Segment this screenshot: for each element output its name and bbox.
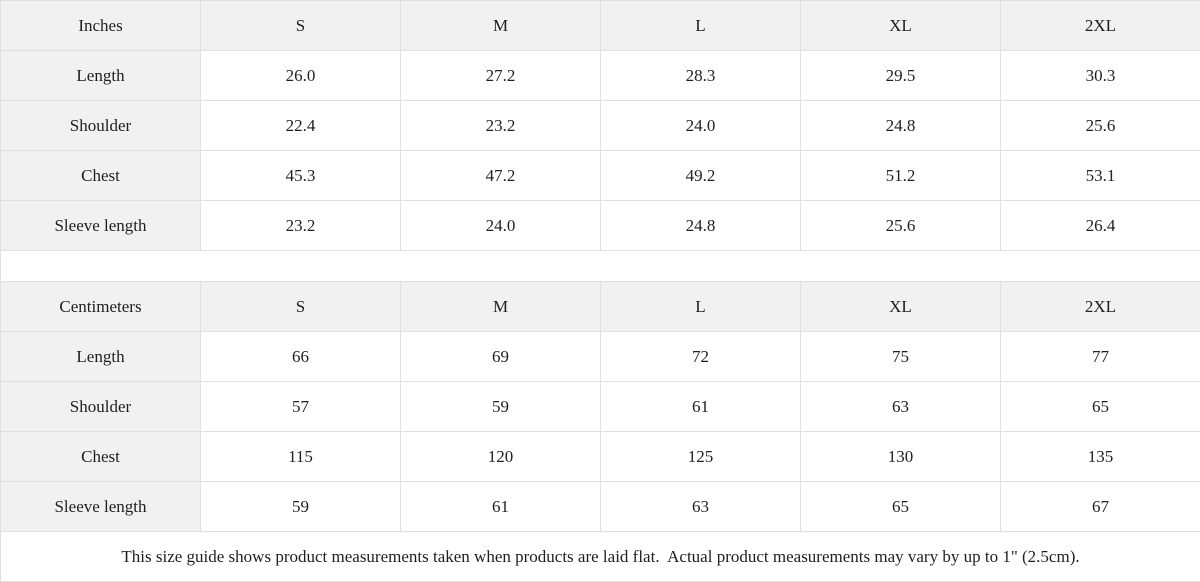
measurement-row: Sleeve length 59 61 63 65 67 (1, 482, 1200, 532)
value-cell: 47.2 (401, 151, 601, 201)
size-header-cell: L (601, 282, 801, 332)
value-cell: 27.2 (401, 51, 601, 101)
size-header-cell: S (201, 282, 401, 332)
value-cell: 61 (401, 482, 601, 532)
size-header-cell: 2XL (1001, 282, 1200, 332)
measurement-row: Length 26.0 27.2 28.3 29.5 30.3 (1, 51, 1200, 101)
value-cell: 53.1 (1001, 151, 1200, 201)
value-cell: 22.4 (201, 101, 401, 151)
value-cell: 77 (1001, 332, 1200, 382)
value-cell: 25.6 (1001, 101, 1200, 151)
measurement-row: Sleeve length 23.2 24.0 24.8 25.6 26.4 (1, 201, 1200, 251)
row-label-cell: Shoulder (1, 101, 201, 151)
value-cell: 29.5 (801, 51, 1001, 101)
value-cell: 23.2 (201, 201, 401, 251)
value-cell: 57 (201, 382, 401, 432)
row-label-cell: Sleeve length (1, 482, 201, 532)
inches-header-row: Inches S M L XL 2XL (1, 1, 1200, 51)
size-header-cell: XL (801, 1, 1001, 51)
measurement-row: Length 66 69 72 75 77 (1, 332, 1200, 382)
size-header-cell: S (201, 1, 401, 51)
spacer-cell (1, 251, 1200, 282)
spacer-row (1, 251, 1200, 282)
footer-row: This size guide shows product measuremen… (1, 532, 1200, 582)
value-cell: 25.6 (801, 201, 1001, 251)
value-cell: 49.2 (601, 151, 801, 201)
value-cell: 51.2 (801, 151, 1001, 201)
value-cell: 63 (801, 382, 1001, 432)
measurement-row: Shoulder 22.4 23.2 24.0 24.8 25.6 (1, 101, 1200, 151)
value-cell: 72 (601, 332, 801, 382)
measurement-row: Chest 115 120 125 130 135 (1, 432, 1200, 482)
value-cell: 24.8 (601, 201, 801, 251)
row-label-cell: Shoulder (1, 382, 201, 432)
value-cell: 26.0 (201, 51, 401, 101)
value-cell: 66 (201, 332, 401, 382)
centimeters-header-row: Centimeters S M L XL 2XL (1, 282, 1200, 332)
row-label-cell: Sleeve length (1, 201, 201, 251)
value-cell: 69 (401, 332, 601, 382)
measurement-row: Chest 45.3 47.2 49.2 51.2 53.1 (1, 151, 1200, 201)
value-cell: 26.4 (1001, 201, 1200, 251)
value-cell: 28.3 (601, 51, 801, 101)
value-cell: 59 (401, 382, 601, 432)
value-cell: 75 (801, 332, 1001, 382)
value-cell: 135 (1001, 432, 1200, 482)
size-header-cell: L (601, 1, 801, 51)
value-cell: 59 (201, 482, 401, 532)
value-cell: 24.0 (601, 101, 801, 151)
measurement-row: Shoulder 57 59 61 63 65 (1, 382, 1200, 432)
value-cell: 115 (201, 432, 401, 482)
value-cell: 61 (601, 382, 801, 432)
footer-note: This size guide shows product measuremen… (1, 532, 1200, 582)
value-cell: 120 (401, 432, 601, 482)
value-cell: 23.2 (401, 101, 601, 151)
unit-label-cell: Centimeters (1, 282, 201, 332)
size-header-cell: M (401, 282, 601, 332)
value-cell: 45.3 (201, 151, 401, 201)
row-label-cell: Chest (1, 151, 201, 201)
value-cell: 65 (801, 482, 1001, 532)
size-header-cell: XL (801, 282, 1001, 332)
row-label-cell: Chest (1, 432, 201, 482)
value-cell: 67 (1001, 482, 1200, 532)
size-header-cell: 2XL (1001, 1, 1200, 51)
size-header-cell: M (401, 1, 601, 51)
unit-label-cell: Inches (1, 1, 201, 51)
value-cell: 30.3 (1001, 51, 1200, 101)
value-cell: 63 (601, 482, 801, 532)
value-cell: 130 (801, 432, 1001, 482)
row-label-cell: Length (1, 332, 201, 382)
row-label-cell: Length (1, 51, 201, 101)
value-cell: 125 (601, 432, 801, 482)
value-cell: 24.0 (401, 201, 601, 251)
value-cell: 24.8 (801, 101, 1001, 151)
value-cell: 65 (1001, 382, 1200, 432)
